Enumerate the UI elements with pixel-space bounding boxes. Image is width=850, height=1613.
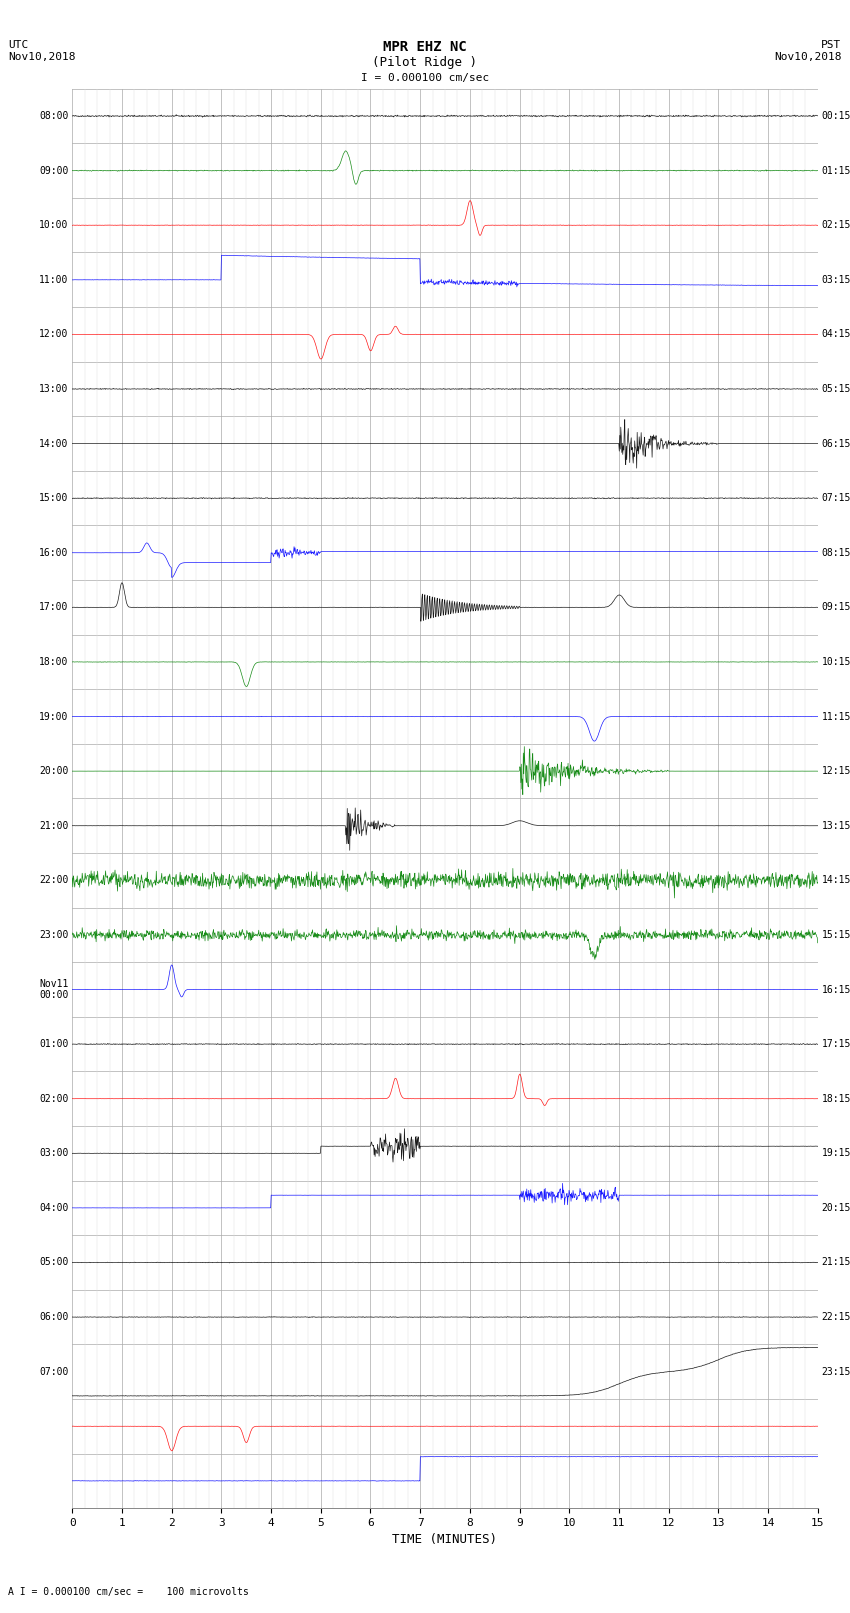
Text: 20:00: 20:00 [39,766,69,776]
Text: 04:15: 04:15 [821,329,850,339]
Text: 18:00: 18:00 [39,656,69,666]
Text: 21:00: 21:00 [39,821,69,831]
Text: 10:15: 10:15 [821,656,850,666]
Text: 13:15: 13:15 [821,821,850,831]
X-axis label: TIME (MINUTES): TIME (MINUTES) [393,1534,497,1547]
Text: 03:15: 03:15 [821,274,850,286]
Text: 10:00: 10:00 [39,221,69,231]
Text: 11:00: 11:00 [39,274,69,286]
Text: I = 0.000100 cm/sec: I = 0.000100 cm/sec [361,73,489,82]
Text: 14:15: 14:15 [821,876,850,886]
Text: 07:00: 07:00 [39,1366,69,1376]
Text: 19:15: 19:15 [821,1148,850,1158]
Text: 08:00: 08:00 [39,111,69,121]
Text: 06:00: 06:00 [39,1311,69,1323]
Text: 21:15: 21:15 [821,1258,850,1268]
Text: A I = 0.000100 cm/sec =    100 microvolts: A I = 0.000100 cm/sec = 100 microvolts [8,1587,249,1597]
Text: 23:15: 23:15 [821,1366,850,1376]
Text: 13:00: 13:00 [39,384,69,394]
Text: 02:15: 02:15 [821,221,850,231]
Text: UTC
Nov10,2018: UTC Nov10,2018 [8,40,76,61]
Text: Nov11
00:00: Nov11 00:00 [39,979,69,1000]
Text: 07:15: 07:15 [821,494,850,503]
Text: 09:15: 09:15 [821,602,850,613]
Text: 23:00: 23:00 [39,931,69,940]
Text: 22:00: 22:00 [39,876,69,886]
Text: 06:15: 06:15 [821,439,850,448]
Text: MPR EHZ NC: MPR EHZ NC [383,40,467,55]
Text: 04:00: 04:00 [39,1203,69,1213]
Text: 18:15: 18:15 [821,1094,850,1103]
Text: 14:00: 14:00 [39,439,69,448]
Text: 05:15: 05:15 [821,384,850,394]
Text: 01:15: 01:15 [821,166,850,176]
Text: 22:15: 22:15 [821,1311,850,1323]
Text: 12:00: 12:00 [39,329,69,339]
Text: 00:15: 00:15 [821,111,850,121]
Text: (Pilot Ridge ): (Pilot Ridge ) [372,56,478,69]
Text: 20:15: 20:15 [821,1203,850,1213]
Text: 16:00: 16:00 [39,548,69,558]
Text: 03:00: 03:00 [39,1148,69,1158]
Text: 05:00: 05:00 [39,1258,69,1268]
Text: 19:00: 19:00 [39,711,69,721]
Text: 01:00: 01:00 [39,1039,69,1048]
Text: 08:15: 08:15 [821,548,850,558]
Text: PST
Nov10,2018: PST Nov10,2018 [774,40,842,61]
Text: 15:00: 15:00 [39,494,69,503]
Text: 16:15: 16:15 [821,984,850,995]
Text: 09:00: 09:00 [39,166,69,176]
Text: 11:15: 11:15 [821,711,850,721]
Text: 15:15: 15:15 [821,931,850,940]
Text: 02:00: 02:00 [39,1094,69,1103]
Text: 17:00: 17:00 [39,602,69,613]
Text: 17:15: 17:15 [821,1039,850,1048]
Text: 12:15: 12:15 [821,766,850,776]
